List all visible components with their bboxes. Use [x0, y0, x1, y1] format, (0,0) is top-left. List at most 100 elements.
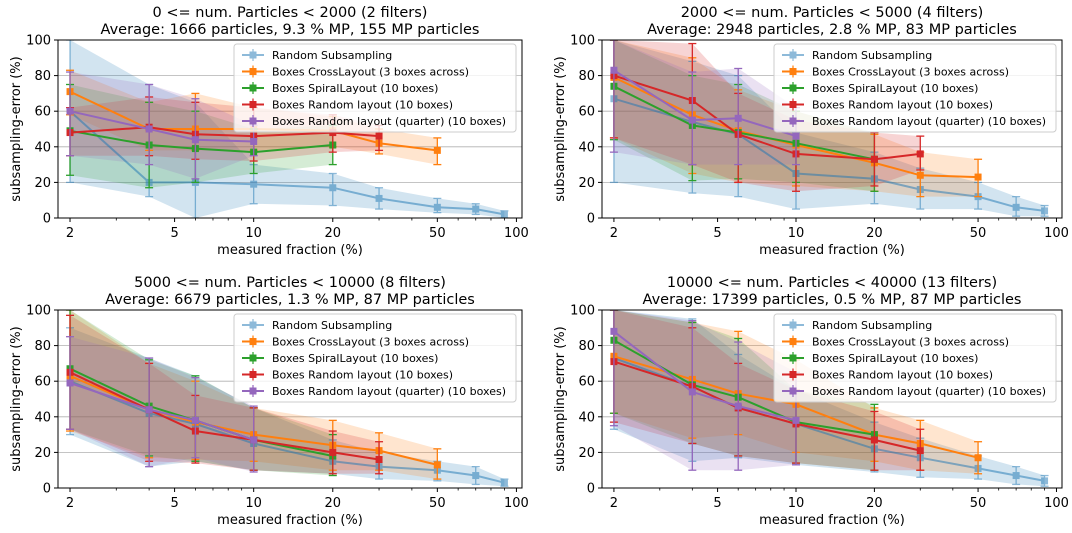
legend-marker: [789, 387, 797, 395]
data-point: [472, 205, 480, 213]
series-line: [69, 126, 380, 138]
chart-panel-3: 0 20 40 60 80 100 2 5 10 20 50 100 measured fraction…: [9, 275, 529, 528]
data-point: [329, 129, 337, 137]
data-point: [329, 448, 337, 456]
chart-title-line-1: 5000 <= num. Particles < 10000 (8 filter…: [134, 275, 446, 291]
error-band-3: [70, 310, 333, 476]
x-tick-label: 10: [245, 226, 262, 241]
chart-title-line-2: Average: 1666 particles, 9.3 % MP, 155 M…: [101, 22, 480, 38]
x-tick-label: 20: [325, 226, 342, 241]
legend-handle: [242, 368, 264, 381]
plot-frame: [601, 39, 1063, 219]
x-tick-label: 50: [429, 226, 446, 241]
error-band-1: [613, 40, 1045, 217]
data-point: [433, 146, 441, 154]
error-band-2: [70, 310, 438, 480]
legend-marker: [789, 338, 797, 345]
error-band-1: [613, 310, 1045, 487]
data-point: [792, 132, 800, 140]
plot-area: [66, 310, 509, 487]
y-tick-label: 80: [578, 69, 595, 84]
data-point: [375, 132, 383, 140]
data-point: [610, 327, 618, 335]
legend-label: Random Subsampling: [812, 49, 932, 62]
error-band-1: [70, 40, 505, 218]
data-point: [433, 461, 441, 469]
legend-label: Boxes Random layout (quarter) (10 boxes): [812, 115, 1046, 128]
y-tick-label: 0: [587, 482, 595, 497]
data-point: [191, 416, 199, 424]
plot-area: [609, 310, 1049, 487]
legend: Random Subsampling Boxes CrossLayout (3 b…: [773, 43, 1057, 133]
legend-handle: [242, 115, 264, 127]
legend-marker: [789, 68, 797, 75]
y-axis-label: subsampling-error (%): [553, 56, 568, 201]
legend-handle: [242, 352, 264, 364]
chart-title-line-1: 2000 <= num. Particles < 5000 (4 filters…: [681, 5, 984, 21]
x-tick-label: 2: [66, 226, 74, 241]
data-point: [734, 402, 742, 410]
legend-handle: [782, 385, 804, 397]
y-tick-label: 80: [578, 339, 595, 354]
data-point: [1012, 472, 1020, 480]
x-tick-label: 100: [1044, 496, 1069, 511]
legend-handle: [782, 49, 804, 61]
x-tick-label: 2: [66, 496, 74, 511]
legend-box: [773, 43, 1057, 133]
x-tick-label: 5: [713, 496, 721, 511]
legend-marker: [789, 117, 797, 125]
data-point: [375, 456, 383, 464]
legend-label: Boxes SpiralLayout (10 boxes): [812, 82, 978, 95]
y-tick-label: 60: [578, 375, 595, 390]
y-tick-label: 0: [43, 212, 51, 227]
x-axis-label: measured fraction (%): [217, 243, 363, 258]
legend-handle: [782, 335, 804, 348]
data-point: [500, 479, 508, 487]
data-point: [191, 136, 199, 144]
legend-handle: [242, 319, 264, 331]
legend-handle: [782, 115, 804, 127]
data-point: [974, 454, 982, 462]
series-line: [69, 382, 255, 441]
plot-frame: [57, 309, 523, 489]
legend-label: Boxes CrossLayout (3 boxes across): [272, 336, 469, 349]
series-line: [613, 69, 797, 138]
data-point: [916, 150, 924, 158]
error-band-1: [70, 327, 505, 487]
series-5: [66, 336, 258, 473]
legend-marker: [249, 338, 257, 345]
error-band-5: [613, 310, 796, 471]
plot-frame: [601, 309, 1063, 489]
y-tick-label: 100: [26, 304, 51, 319]
y-tick-label: 40: [578, 410, 595, 425]
legend-handle: [242, 335, 264, 348]
legend-handle: [242, 98, 264, 111]
legend-marker: [249, 321, 257, 329]
error-band-3: [613, 40, 875, 192]
chart-panel-4: 0 20 40 60 80 100 2 5 10 20 50 100 measured fraction…: [553, 275, 1069, 528]
legend-marker: [789, 371, 797, 378]
legend-handle: [242, 49, 264, 61]
data-point: [610, 66, 618, 74]
data-point: [916, 447, 924, 455]
legend: Random Subsampling Boxes CrossLayout (3 b…: [233, 313, 517, 403]
x-tick-label: 20: [866, 226, 883, 241]
data-point: [472, 472, 480, 480]
x-tick-label: 20: [866, 496, 883, 511]
legend-handle: [782, 319, 804, 331]
data-point: [1041, 477, 1049, 485]
y-tick-label: 100: [570, 34, 595, 49]
x-tick-label: 100: [1044, 226, 1069, 241]
series-line: [613, 330, 797, 422]
x-tick-label: 100: [504, 226, 529, 241]
chart-title-line-1: 10000 <= num. Particles < 40000 (13 filt…: [667, 275, 997, 291]
chart-title-line-1: 0 <= num. Particles < 2000 (2 filters): [153, 5, 428, 21]
legend-marker: [249, 371, 257, 378]
plot-frame: [57, 39, 523, 219]
legend-handle: [782, 82, 804, 94]
legend-label: Boxes Random layout (10 boxes): [272, 369, 453, 382]
x-tick-label: 2: [610, 226, 618, 241]
data-point: [433, 203, 441, 211]
